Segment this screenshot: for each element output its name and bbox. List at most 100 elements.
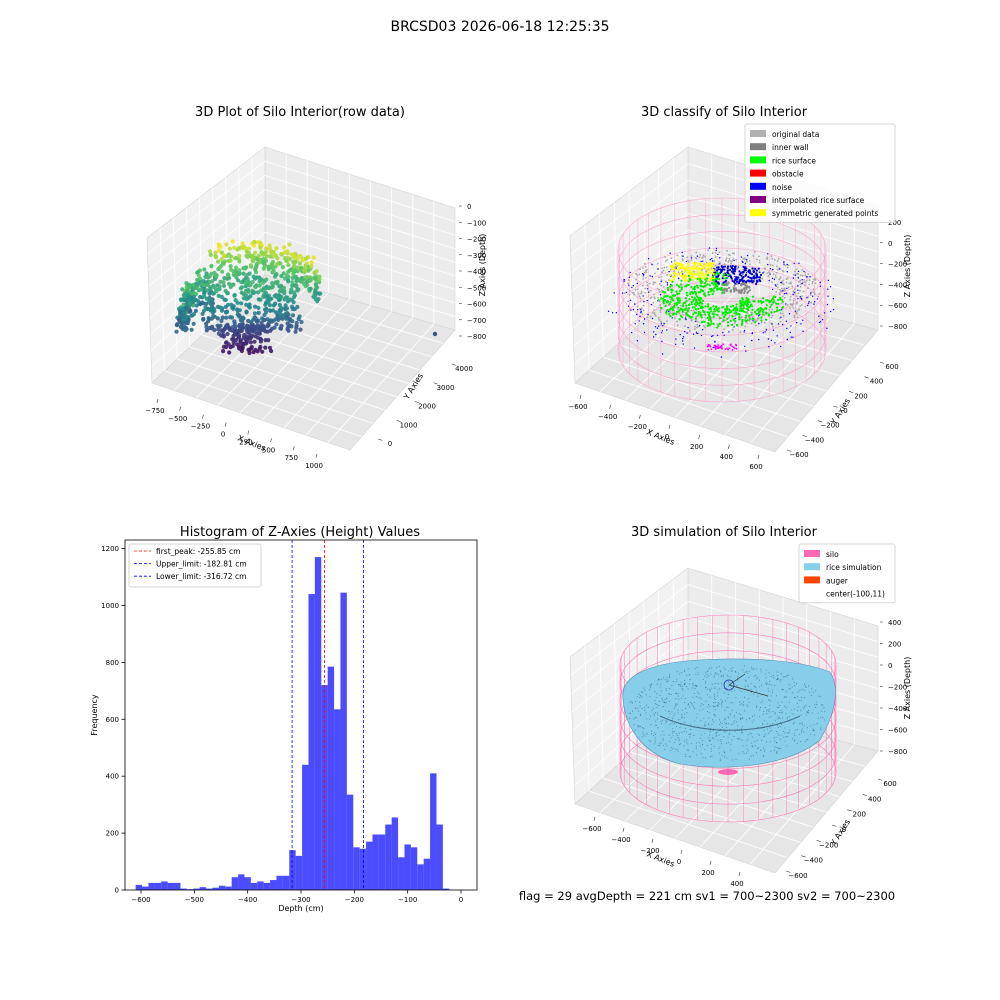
classify-point-original — [640, 290, 643, 293]
classify-point-noise — [675, 338, 677, 340]
classify-z-axis-label: Z Axies (Depth) — [903, 235, 912, 298]
classify-point-interpolated — [710, 348, 713, 351]
classify-point-original — [728, 316, 730, 319]
classify-point-noise — [789, 331, 791, 334]
classify-point-rice — [716, 313, 719, 317]
classify-point-original — [787, 286, 790, 289]
classify-point-rice — [677, 301, 681, 304]
simulation-z-axis-tick-label: 400 — [888, 619, 901, 627]
raw-data-point — [231, 282, 236, 287]
classify-point-wall — [739, 291, 742, 294]
raw-x-axis-tick — [179, 406, 182, 411]
classify-point-original — [699, 253, 702, 256]
classify-point-rice — [707, 305, 710, 308]
simulation-mesh-node — [762, 713, 764, 715]
histogram-bar — [436, 824, 443, 890]
simulation-mesh-node — [742, 745, 744, 747]
classify-point-noise — [783, 263, 785, 265]
simulation-mesh-node — [704, 686, 707, 688]
classify-point-rice — [706, 322, 710, 325]
classify-point-original — [656, 287, 659, 290]
simulation-mesh-node — [698, 742, 700, 744]
classify-point-interpolated — [722, 343, 724, 346]
simulation-mesh-node — [715, 733, 717, 735]
classify-point-rice — [696, 286, 700, 289]
raw-data-point — [264, 277, 269, 282]
simulation-mesh-node — [768, 708, 770, 710]
classify-point-original — [704, 255, 706, 258]
classify-point-noise — [790, 336, 792, 338]
simulation-mesh-node — [734, 671, 736, 673]
classify-point-rice — [725, 308, 728, 311]
classify-point-rice — [696, 277, 699, 280]
classify-point-noise — [669, 252, 671, 254]
simulation-legend-swatch — [804, 576, 820, 584]
classify-point-interpolated — [709, 345, 712, 348]
raw-data-point — [178, 309, 183, 314]
raw-data-point — [276, 317, 281, 322]
simulation-mesh-node — [768, 683, 770, 685]
classify-point-noise — [743, 329, 746, 332]
classify-point-noise — [772, 268, 774, 271]
simulation-mesh-node — [774, 720, 776, 722]
classify-point-symmetric — [692, 267, 696, 270]
classify-point-rice — [694, 308, 698, 311]
simulation-mesh-node — [786, 735, 788, 738]
simulation-mesh-node — [715, 709, 717, 711]
classify-point-wall — [729, 290, 732, 293]
classify-point-rice — [779, 298, 782, 301]
classify-x-axis-tick — [668, 424, 671, 429]
classify-point-rice — [688, 315, 691, 318]
simulation-mesh-node — [740, 718, 742, 720]
simulation-mesh-node — [660, 734, 662, 736]
classify-point-rice — [777, 298, 780, 301]
raw-data-point — [247, 271, 252, 276]
simulation-mesh-node — [659, 745, 661, 747]
classify-point-rice — [779, 296, 782, 299]
classify-point-noise — [829, 286, 832, 288]
simulation-z-axis-label: Z Axies (Depth) — [903, 657, 912, 720]
classify-point-noise — [660, 280, 662, 283]
simulation-mesh-node — [762, 700, 764, 702]
classify-point-rice — [700, 316, 703, 319]
classify-point-noise — [794, 274, 796, 276]
simulation-mesh-node — [700, 719, 702, 722]
classify-point-rice — [686, 310, 690, 313]
classify-point-original — [658, 276, 660, 279]
simulation-mesh-node — [719, 687, 721, 689]
simulation-mesh-node — [776, 747, 778, 749]
simulation-mesh-node — [801, 722, 803, 724]
classify-point-rice — [727, 273, 730, 277]
simulation-mesh-node — [808, 685, 810, 687]
simulation-mesh-node — [664, 698, 666, 700]
classify-point-rice — [689, 293, 692, 296]
classify-legend-label: noise — [772, 183, 792, 192]
classify-point-rice — [677, 285, 681, 288]
classify-point-original — [702, 324, 705, 327]
simulation-mesh-node — [659, 743, 661, 745]
simulation-mesh-node — [769, 730, 771, 732]
simulation-mesh-node — [709, 690, 711, 692]
classify-point-original — [653, 311, 656, 314]
classify-point-symmetric — [688, 266, 691, 269]
simulation-mesh-node — [725, 742, 727, 744]
classify-point-noise — [651, 263, 653, 265]
simulation-mesh-node — [645, 704, 648, 706]
simulation-mesh-node — [680, 717, 683, 719]
classify-point-noise — [759, 280, 762, 283]
simulation-mesh-node — [644, 689, 646, 691]
simulation-mesh-node — [731, 709, 733, 711]
classify-point-original — [746, 260, 748, 263]
simulation-mesh-node — [678, 719, 680, 721]
classify-point-noise — [785, 292, 787, 294]
classify-point-original — [681, 259, 684, 262]
classify-point-rice — [740, 307, 743, 310]
simulation-mesh-node — [816, 723, 818, 725]
simulation-mesh-node — [764, 707, 766, 709]
simulation-mesh-node — [785, 706, 787, 709]
raw-data-point — [274, 246, 279, 251]
raw-x-axis-tick-label: −250 — [191, 423, 210, 431]
histogram-bar — [398, 857, 405, 890]
raw-data-point — [188, 295, 193, 300]
classify-point-original — [638, 295, 641, 298]
